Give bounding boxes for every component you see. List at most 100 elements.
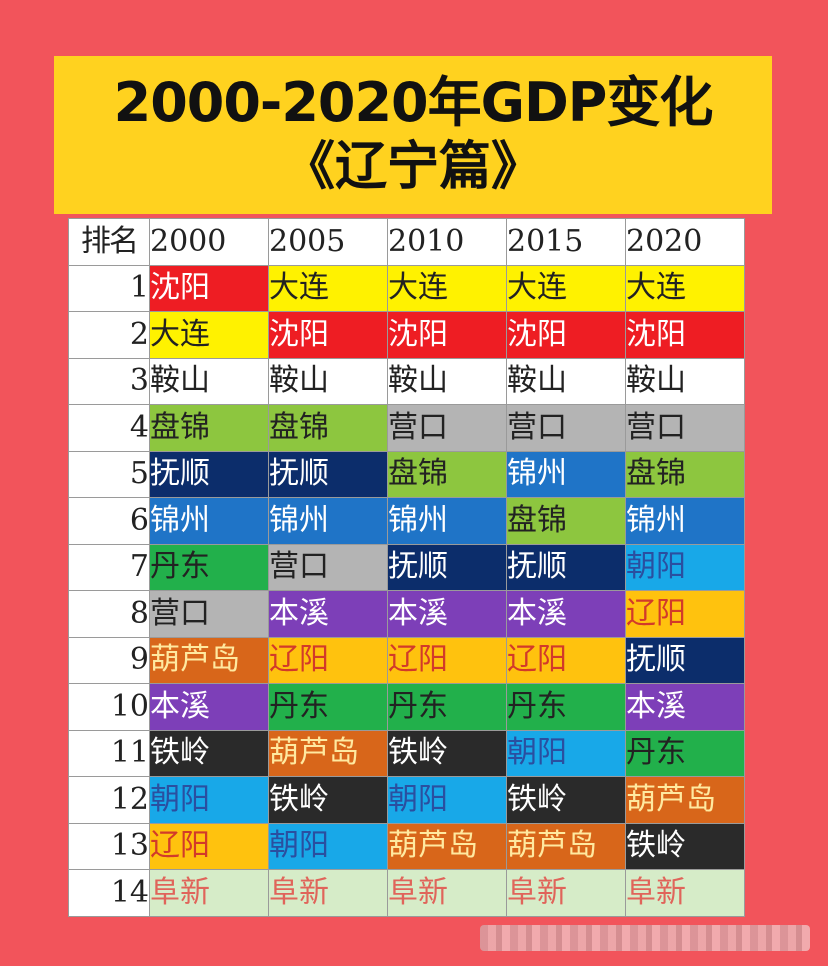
city-cell: 朝阳 [625,543,745,591]
rank-cell: 7 [68,543,150,591]
table-body: 排名 2000 2005 2010 2015 2020 1 沈阳 大连 大连 大连 大连 2… [68,218,745,917]
city-cell: 阜新 [387,869,507,917]
city-cell: 盘锦 [149,404,269,452]
rank-cell: 2 [68,311,150,359]
city-cell: 营口 [387,404,507,452]
city-cell: 铁岭 [506,776,626,824]
table-row: 1 沈阳 大连 大连 大连 大连 [68,264,745,312]
city-cell: 铁岭 [387,729,507,777]
city-cell: 葫芦岛 [387,822,507,870]
table-row: 10 本溪 丹东 丹东 丹东 本溪 [68,683,745,731]
city-cell: 大连 [149,311,269,359]
city-cell: 本溪 [268,590,388,638]
table-row: 5 抚顺 抚顺 盘锦 锦州 盘锦 [68,450,745,498]
city-cell: 沈阳 [625,311,745,359]
city-cell: 盘锦 [625,450,745,498]
city-cell: 辽阳 [506,636,626,684]
city-cell: 大连 [506,264,626,312]
rank-cell: 10 [68,683,150,731]
rank-cell: 6 [68,497,150,545]
title-banner: 2000-2020年GDP变化 《辽宁篇》 [54,56,772,214]
city-cell: 大连 [387,264,507,312]
rank-cell: 13 [68,822,150,870]
city-cell: 抚顺 [506,543,626,591]
city-cell: 大连 [268,264,388,312]
header-2000: 2000 [149,218,269,266]
city-cell: 锦州 [506,450,626,498]
table-row: 3 鞍山 鞍山 鞍山 鞍山 鞍山 [68,357,745,405]
city-cell: 辽阳 [268,636,388,684]
city-cell: 辽阳 [149,822,269,870]
city-cell: 鞍山 [149,357,269,405]
city-cell: 鞍山 [268,357,388,405]
city-cell: 朝阳 [387,776,507,824]
city-cell: 葫芦岛 [149,636,269,684]
rank-cell: 3 [68,357,150,405]
city-cell: 营口 [268,543,388,591]
city-cell: 铁岭 [268,776,388,824]
table-row: 13 辽阳 朝阳 葫芦岛 葫芦岛 铁岭 [68,822,745,870]
city-cell: 丹东 [387,683,507,731]
city-cell: 沈阳 [268,311,388,359]
city-cell: 鞍山 [625,357,745,405]
title-main: 2000-2020年GDP变化 [113,71,714,134]
city-cell: 本溪 [387,590,507,638]
table-row: 4 盘锦 盘锦 营口 营口 营口 [68,404,745,452]
city-cell: 丹东 [268,683,388,731]
table-row: 12 朝阳 铁岭 朝阳 铁岭 葫芦岛 [68,776,745,824]
city-cell: 抚顺 [268,450,388,498]
city-cell: 丹东 [149,543,269,591]
city-cell: 锦州 [625,497,745,545]
rank-cell: 8 [68,590,150,638]
city-cell: 阜新 [625,869,745,917]
city-cell: 盘锦 [506,497,626,545]
header-2020: 2020 [625,218,745,266]
city-cell: 辽阳 [625,590,745,638]
city-cell: 阜新 [149,869,269,917]
city-cell: 营口 [625,404,745,452]
city-cell: 鞍山 [387,357,507,405]
rank-cell: 9 [68,636,150,684]
city-cell: 营口 [506,404,626,452]
watermark-blur [480,925,810,951]
header-2005: 2005 [268,218,388,266]
city-cell: 沈阳 [149,264,269,312]
table-row: 2 大连 沈阳 沈阳 沈阳 沈阳 [68,311,745,359]
city-cell: 丹东 [625,729,745,777]
city-cell: 盘锦 [387,450,507,498]
city-cell: 葫芦岛 [506,822,626,870]
city-cell: 丹东 [506,683,626,731]
table-row: 7 丹东 营口 抚顺 抚顺 朝阳 [68,543,745,591]
city-cell: 本溪 [506,590,626,638]
city-cell: 葫芦岛 [268,729,388,777]
table-row: 11 铁岭 葫芦岛 铁岭 朝阳 丹东 [68,729,745,777]
city-cell: 锦州 [387,497,507,545]
city-cell: 铁岭 [625,822,745,870]
city-cell: 阜新 [506,869,626,917]
city-cell: 大连 [625,264,745,312]
city-cell: 抚顺 [625,636,745,684]
city-cell: 葫芦岛 [625,776,745,824]
city-cell: 抚顺 [149,450,269,498]
city-cell: 沈阳 [506,311,626,359]
city-cell: 抚顺 [387,543,507,591]
header-rank: 排名 [68,218,150,266]
header-2015: 2015 [506,218,626,266]
rank-cell: 4 [68,404,150,452]
header-2010: 2010 [387,218,507,266]
city-cell: 营口 [149,590,269,638]
city-cell: 鞍山 [506,357,626,405]
city-cell: 朝阳 [506,729,626,777]
city-cell: 朝阳 [149,776,269,824]
title-subtitle: 《辽宁篇》 [282,137,543,197]
city-cell: 本溪 [625,683,745,731]
table-row: 6 锦州 锦州 锦州 盘锦 锦州 [68,497,745,545]
city-cell: 沈阳 [387,311,507,359]
city-cell: 盘锦 [268,404,388,452]
table-header-row: 排名 2000 2005 2010 2015 2020 [68,218,745,266]
table-row: 9 葫芦岛 辽阳 辽阳 辽阳 抚顺 [68,636,745,684]
city-cell: 铁岭 [149,729,269,777]
city-cell: 锦州 [149,497,269,545]
rank-cell: 1 [68,264,150,312]
city-cell: 本溪 [149,683,269,731]
